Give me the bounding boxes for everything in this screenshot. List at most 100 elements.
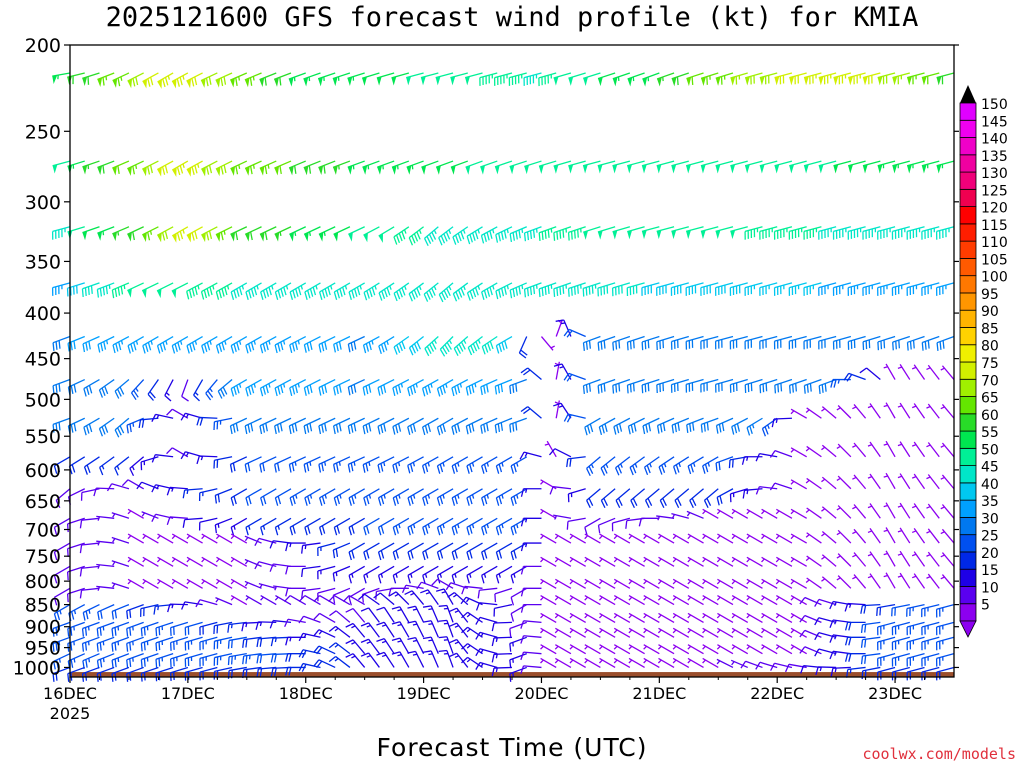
wind-barb-full	[500, 422, 504, 431]
wind-barb-full	[566, 521, 569, 530]
wind-barb-full	[829, 619, 834, 628]
wind-barb-staff	[745, 660, 763, 669]
wind-barb-half	[253, 383, 256, 388]
wind-barb	[304, 488, 321, 506]
wind-barb-half	[628, 580, 633, 585]
wind-barb	[452, 226, 469, 245]
credit-link[interactable]: coolwx.com/models	[862, 745, 1016, 763]
wind-barb-half	[911, 366, 917, 370]
wind-barb-flag	[877, 76, 883, 86]
wind-barb	[96, 540, 115, 546]
wind-barb	[288, 160, 306, 176]
wind-barb-half	[883, 552, 888, 556]
wind-barb	[860, 636, 881, 648]
wind-barb-staff	[892, 160, 910, 167]
wind-barb	[520, 542, 542, 552]
wind-barb-full	[306, 424, 310, 433]
wind-barb-full	[395, 550, 399, 559]
wind-barb	[553, 402, 572, 419]
wind-barb-full	[451, 551, 456, 561]
wind-barb	[567, 226, 586, 241]
wind-barb	[259, 335, 277, 354]
wind-barb	[867, 573, 881, 589]
wind-barb	[376, 638, 395, 655]
wind-barb-full	[166, 487, 171, 496]
wind-barb-full	[547, 285, 550, 294]
wind-barb-full	[242, 639, 245, 648]
wind-barb-half	[334, 657, 339, 662]
wind-barb-full	[259, 654, 263, 664]
wind-barb	[200, 72, 218, 88]
wind-barb-full	[350, 342, 354, 351]
wind-barb-staff	[406, 72, 424, 79]
wind-barb-half	[687, 645, 692, 650]
wind-barb	[274, 335, 292, 354]
wind-barb	[55, 488, 71, 509]
wind-barb	[598, 533, 616, 544]
wind-barb-full	[262, 462, 266, 472]
wind-barb-full	[289, 291, 294, 301]
wind-barb-half	[554, 401, 560, 405]
colorbar-label: 110	[981, 235, 1008, 251]
wind-barb-staff	[818, 617, 837, 624]
wind-barb-full	[487, 342, 492, 351]
wind-barb-full	[424, 425, 429, 434]
wind-barb-half	[775, 614, 780, 619]
wind-barb	[657, 612, 675, 623]
wind-barb-full	[426, 291, 431, 300]
wind-barb-flag	[715, 164, 721, 174]
wind-barb-full	[58, 383, 61, 392]
wind-barb-flag	[127, 288, 132, 298]
wind-barb-flag	[112, 166, 117, 176]
wind-barb-full	[815, 666, 819, 676]
wind-barb	[921, 636, 940, 651]
wind-barb	[450, 160, 469, 175]
wind-barb	[520, 488, 542, 497]
wind-barb-full	[526, 231, 530, 241]
wind-barb	[67, 335, 85, 352]
x-axis: 16DEC 17DEC 18DEC 19DEC 20DEC 21DEC 22DEC 23DEC…	[43, 677, 926, 723]
wind-barb	[584, 556, 601, 567]
wind-barb-full	[97, 344, 101, 353]
wind-barb	[584, 612, 601, 623]
wind-barb-staff	[493, 621, 513, 624]
wind-barb	[345, 608, 366, 623]
wind-barb-full	[274, 425, 277, 435]
wind-barb	[438, 649, 454, 668]
wind-barb	[392, 378, 410, 397]
wind-barb	[259, 72, 277, 88]
wind-barb	[540, 627, 557, 638]
wind-barb-half	[657, 614, 662, 619]
wind-barb-full	[194, 230, 198, 240]
wind-barb-full	[780, 383, 783, 392]
wind-barb-full	[582, 342, 585, 351]
wind-barb-half	[324, 461, 327, 466]
wind-barb-flag	[597, 164, 603, 174]
wind-barb-staff	[348, 226, 365, 235]
wind-barb-half	[359, 285, 362, 290]
wind-barb-full	[307, 495, 311, 505]
colorbar-swatch	[959, 568, 977, 587]
wind-barb-full	[321, 525, 326, 534]
wind-barb-flag	[686, 77, 692, 87]
wind-barb	[761, 508, 778, 519]
wind-barb	[773, 282, 793, 296]
wind-barb-half	[926, 405, 931, 409]
wind-barb	[392, 456, 410, 474]
wind-barb-full	[408, 237, 414, 246]
wind-barb	[495, 335, 513, 354]
wind-barb-half	[179, 340, 183, 345]
wind-barb-half	[657, 645, 662, 650]
wind-barb-half	[230, 580, 235, 585]
wind-barb-flag	[201, 232, 206, 243]
wind-barb-full	[114, 627, 117, 636]
wind-barb-half	[643, 580, 647, 585]
wind-barb-half	[466, 658, 471, 663]
wind-barb-full	[392, 551, 397, 561]
wind-barb	[510, 517, 528, 536]
wind-barb-full	[515, 287, 519, 296]
wind-barb	[761, 612, 778, 623]
wind-barb	[644, 488, 660, 509]
wind-barb	[201, 556, 218, 567]
